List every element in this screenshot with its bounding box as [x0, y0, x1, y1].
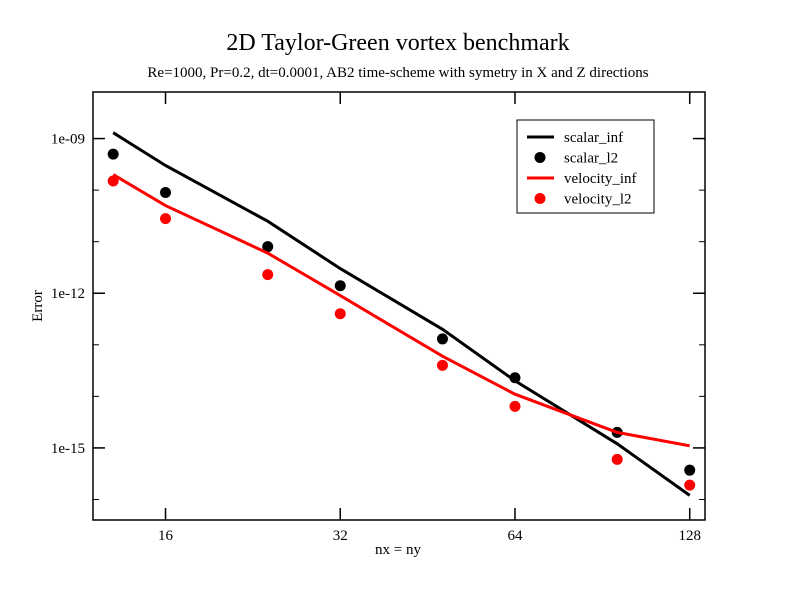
- data-point-scalar-l2: [160, 186, 172, 198]
- legend-marker-velocity-l2: [534, 193, 546, 204]
- legend-label-scalar-l2: scalar_l2: [564, 151, 618, 167]
- chart-subtitle: Re=1000, Pr=0.2, dt=0.0001, AB2 time-sch…: [147, 65, 648, 81]
- data-point-velocity-l2: [107, 175, 119, 187]
- data-point-velocity-l2: [262, 269, 274, 281]
- data-point-scalar-l2: [509, 372, 521, 384]
- data-point-velocity-l2: [509, 400, 521, 412]
- data-point-scalar-l2: [107, 148, 119, 160]
- x-axis: 16 32 64 128: [158, 92, 701, 544]
- y-tick-label: 1e-09: [51, 132, 85, 148]
- data-point-velocity-l2: [160, 213, 172, 225]
- y-tick-label: 1e-12: [51, 286, 85, 302]
- data-point-velocity-l2: [334, 308, 346, 320]
- plot-area: [107, 131, 696, 497]
- data-point-velocity-l2: [684, 479, 696, 491]
- series-line-scalar-inf: [112, 131, 691, 497]
- legend: scalar_inf scalar_l2 velocity_inf velocity_…: [516, 119, 655, 214]
- plot-frame: [92, 91, 706, 521]
- data-point-velocity-l2: [611, 453, 623, 465]
- data-point-scalar-l2: [684, 464, 696, 476]
- chart-title: 2D Taylor-Green vortex benchmark: [226, 30, 569, 56]
- data-point-scalar-l2: [334, 280, 346, 292]
- x-axis-label: nx = ny: [375, 542, 421, 558]
- data-point-velocity-l2: [436, 359, 448, 371]
- legend-label-velocity-inf: velocity_inf: [564, 171, 636, 187]
- y-axis-label: Error: [30, 290, 46, 322]
- x-tick-label: 16: [158, 528, 174, 544]
- series-line-velocity-inf: [112, 173, 690, 448]
- legend-marker-scalar-l2: [534, 152, 546, 163]
- data-point-scalar-l2: [436, 333, 448, 345]
- x-tick-label: 128: [678, 528, 701, 544]
- y-axis: 1e-09 1e-12 1e-15: [51, 132, 705, 500]
- legend-label-velocity-l2: velocity_l2: [564, 192, 632, 208]
- x-tick-label: 32: [333, 528, 348, 544]
- data-point-scalar-l2: [262, 241, 274, 253]
- y-tick-label: 1e-15: [51, 441, 85, 457]
- legend-label-scalar-inf: scalar_inf: [564, 130, 623, 146]
- x-tick-label: 64: [507, 528, 523, 544]
